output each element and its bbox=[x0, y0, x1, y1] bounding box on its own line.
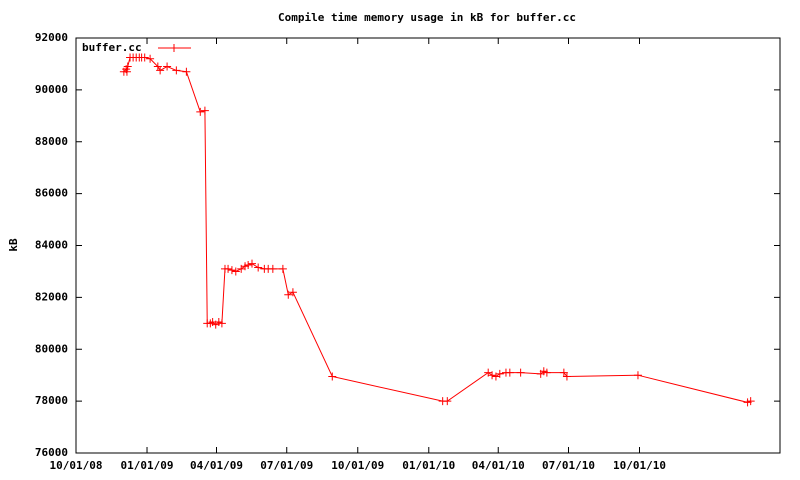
x-tick-label: 04/01/09 bbox=[190, 459, 243, 472]
data-line bbox=[123, 56, 751, 403]
point-marker bbox=[288, 288, 297, 297]
point-marker bbox=[140, 53, 149, 62]
point-marker bbox=[542, 368, 551, 377]
y-tick-label: 76000 bbox=[35, 446, 68, 459]
point-marker bbox=[254, 263, 263, 272]
y-tick-label: 90000 bbox=[35, 83, 68, 96]
point-marker bbox=[562, 372, 571, 381]
x-tick-label: 10/01/09 bbox=[331, 459, 384, 472]
y-tick-label: 78000 bbox=[35, 394, 68, 407]
point-marker bbox=[443, 397, 452, 406]
y-tick-label: 82000 bbox=[35, 290, 68, 303]
point-marker bbox=[227, 266, 236, 275]
x-tick-label: 10/01/08 bbox=[50, 459, 103, 472]
y-tick-label: 92000 bbox=[35, 31, 68, 44]
legend-label: buffer.cc bbox=[82, 41, 142, 54]
x-tick-label: 07/01/09 bbox=[260, 459, 313, 472]
point-marker bbox=[217, 319, 226, 328]
y-tick-label: 88000 bbox=[35, 135, 68, 148]
point-marker bbox=[122, 67, 131, 76]
y-tick-label: 86000 bbox=[35, 187, 68, 200]
x-tick-label: 10/01/10 bbox=[613, 459, 666, 472]
point-marker bbox=[516, 368, 525, 377]
legend-marker bbox=[170, 44, 178, 52]
point-marker bbox=[156, 66, 165, 75]
x-tick-label: 01/01/09 bbox=[121, 459, 174, 472]
y-axis-label: kB bbox=[7, 238, 20, 252]
point-marker bbox=[172, 66, 181, 75]
point-marker bbox=[633, 371, 642, 380]
chart-title: Compile time memory usage in kB for buff… bbox=[278, 11, 576, 24]
point-marker bbox=[163, 62, 172, 71]
point-marker bbox=[268, 264, 277, 273]
x-tick-label: 01/01/10 bbox=[402, 459, 455, 472]
x-tick-label: 04/01/10 bbox=[472, 459, 525, 472]
point-marker bbox=[146, 54, 155, 63]
x-tick-label: 07/01/10 bbox=[542, 459, 595, 472]
y-tick-label: 80000 bbox=[35, 342, 68, 355]
point-marker bbox=[248, 259, 256, 268]
point-marker bbox=[328, 372, 337, 381]
point-marker bbox=[495, 369, 504, 378]
point-marker bbox=[224, 264, 233, 273]
point-marker bbox=[123, 62, 132, 71]
point-marker bbox=[488, 371, 497, 380]
plot-border bbox=[75, 37, 781, 454]
point-marker bbox=[200, 106, 209, 115]
point-marker bbox=[284, 290, 293, 299]
point-marker bbox=[231, 267, 240, 276]
point-marker bbox=[244, 260, 253, 269]
point-marker bbox=[196, 107, 205, 116]
point-marker bbox=[505, 368, 514, 377]
point-marker bbox=[182, 67, 191, 76]
point-marker bbox=[278, 264, 287, 273]
point-marker bbox=[746, 397, 755, 406]
y-tick-label: 84000 bbox=[35, 239, 68, 252]
